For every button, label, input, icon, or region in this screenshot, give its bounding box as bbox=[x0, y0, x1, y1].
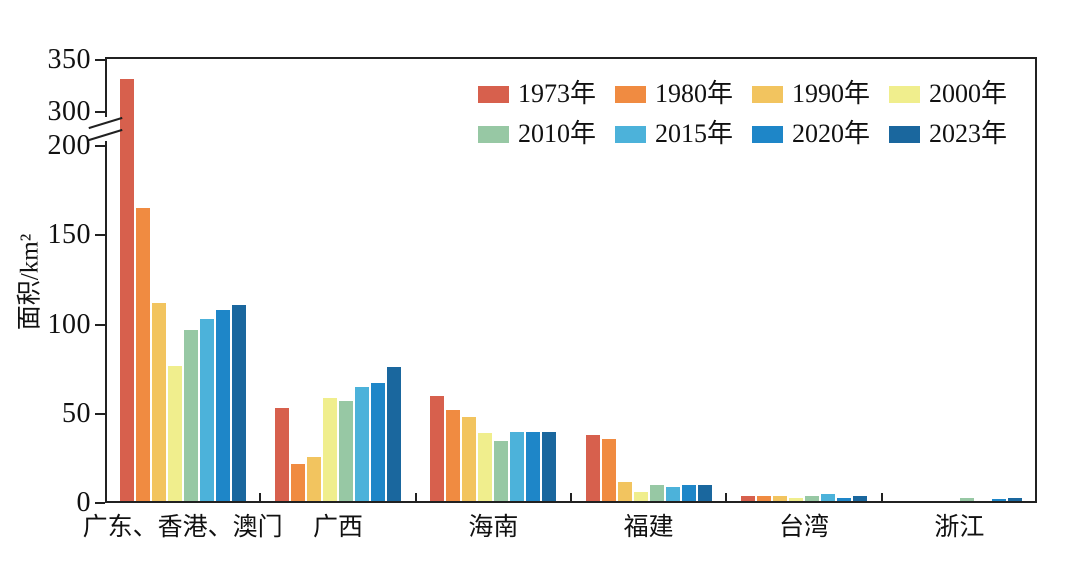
bar bbox=[837, 497, 851, 501]
bar bbox=[741, 495, 755, 501]
bar bbox=[697, 485, 712, 501]
bar bbox=[275, 408, 289, 501]
legend-color-swatch bbox=[615, 85, 646, 103]
y-axis-tick bbox=[95, 323, 105, 326]
bar bbox=[339, 401, 353, 501]
bar bbox=[135, 208, 150, 501]
y-axis-tick bbox=[95, 502, 105, 504]
y-axis-tick bbox=[95, 111, 105, 113]
y-axis-tick bbox=[95, 145, 105, 147]
legend-item: 1973年 bbox=[478, 74, 615, 114]
bar bbox=[387, 367, 401, 501]
x-axis-tick bbox=[259, 493, 262, 501]
y-axis-tick bbox=[95, 234, 105, 237]
bar bbox=[665, 486, 680, 501]
y-axis-tick-label: 100 bbox=[47, 308, 91, 340]
x-axis-tick bbox=[414, 493, 417, 501]
legend-item-label: 1990年 bbox=[792, 79, 871, 108]
legend-item: 2023年 bbox=[889, 114, 1026, 154]
bar bbox=[510, 431, 525, 501]
x-axis-tick bbox=[570, 493, 572, 501]
bar bbox=[789, 497, 803, 501]
bar bbox=[992, 499, 1007, 501]
legend-item: 2020年 bbox=[752, 114, 889, 154]
bar bbox=[291, 463, 305, 501]
x-axis-category-label: 海南 bbox=[468, 514, 519, 541]
legend-item-label: 2023年 bbox=[929, 119, 1008, 148]
plot-area bbox=[105, 57, 1037, 503]
bar bbox=[494, 440, 509, 501]
bar bbox=[462, 417, 477, 501]
x-axis-category-label: 广东、香港、澳门 bbox=[82, 514, 283, 541]
bar bbox=[355, 386, 369, 501]
legend-item: 1980年 bbox=[615, 74, 752, 114]
legend-item-label: 2010年 bbox=[518, 119, 597, 148]
bar bbox=[585, 435, 600, 501]
legend-item-label: 2020年 bbox=[792, 119, 871, 148]
bar bbox=[542, 431, 557, 501]
bar bbox=[183, 329, 198, 501]
legend-item: 2015年 bbox=[615, 114, 752, 154]
legend-color-swatch bbox=[478, 85, 509, 103]
bar bbox=[307, 456, 321, 501]
y-axis-tick-label: 150 bbox=[47, 219, 91, 251]
y-axis-tick-label: 350 bbox=[47, 44, 91, 75]
legend-item: 2000年 bbox=[889, 74, 1026, 114]
legend-item-label: 1973年 bbox=[518, 79, 597, 108]
y-axis-tick-label: 50 bbox=[62, 397, 91, 429]
bar bbox=[119, 78, 134, 501]
legend-color-swatch bbox=[752, 125, 783, 143]
bar bbox=[853, 495, 867, 501]
bar bbox=[478, 433, 493, 501]
legend: 1973年 1980年 1990年 2000年 2010年 2015年 2020年 2023年 bbox=[478, 74, 1026, 154]
legend-item-label: 2000年 bbox=[929, 79, 1008, 108]
bar bbox=[617, 481, 632, 501]
bar bbox=[430, 395, 445, 501]
bar bbox=[323, 397, 337, 501]
legend-item: 2010年 bbox=[478, 114, 615, 154]
bar bbox=[633, 492, 648, 501]
bar bbox=[757, 495, 771, 501]
bar bbox=[681, 485, 696, 501]
bar bbox=[805, 495, 819, 501]
legend-item: 1990年 bbox=[752, 74, 889, 114]
x-axis-tick bbox=[880, 493, 883, 501]
bar bbox=[215, 310, 230, 501]
bar bbox=[231, 304, 246, 501]
bar bbox=[601, 438, 616, 501]
y-axis-tick bbox=[95, 412, 105, 415]
legend-color-swatch bbox=[889, 125, 920, 143]
legend-color-swatch bbox=[752, 85, 783, 103]
legend-color-swatch bbox=[889, 85, 920, 103]
legend-color-swatch bbox=[478, 125, 509, 143]
x-axis-category-label: 广西 bbox=[312, 514, 364, 541]
x-axis-category-label: 台湾 bbox=[778, 514, 830, 541]
bar bbox=[649, 485, 664, 501]
legend-item-label: 2015年 bbox=[655, 119, 734, 148]
x-axis-category-label: 浙江 bbox=[934, 514, 985, 541]
bar bbox=[526, 431, 541, 501]
legend-color-swatch bbox=[615, 125, 646, 143]
y-axis-tick-label: 200 bbox=[47, 130, 91, 161]
bar bbox=[151, 303, 166, 501]
bar bbox=[960, 497, 975, 501]
y-axis-tick bbox=[95, 59, 105, 61]
bar bbox=[371, 383, 385, 501]
bar bbox=[167, 365, 182, 501]
bar bbox=[821, 494, 835, 501]
y-axis-tick-label: 0 bbox=[76, 487, 91, 518]
bar bbox=[446, 410, 461, 501]
x-axis-tick bbox=[725, 493, 728, 501]
bar bbox=[199, 319, 214, 501]
bar bbox=[773, 495, 787, 501]
y-axis-tick-label: 300 bbox=[47, 96, 91, 127]
x-axis-category-label: 福建 bbox=[623, 514, 674, 541]
bar bbox=[1008, 497, 1023, 501]
legend-item-label: 1980年 bbox=[655, 79, 734, 108]
